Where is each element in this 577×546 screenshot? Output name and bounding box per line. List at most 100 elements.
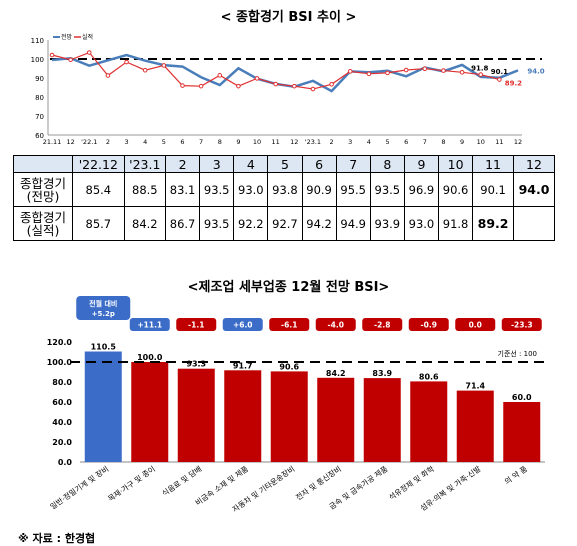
change-badge <box>269 318 310 331</box>
end-value-label: 90.1 <box>491 68 508 76</box>
table-cell: 93.0 <box>233 172 269 207</box>
table-cell <box>512 206 556 241</box>
bar-value-label: 80.6 <box>419 372 439 381</box>
sector-chart-title: <제조업 세부업종 12월 전망 BSI> <box>187 280 390 295</box>
x-tick-label: 6 <box>404 138 408 146</box>
change-badge <box>129 318 170 331</box>
bar-value-label: 60.0 <box>512 393 532 402</box>
x-tick-label: 11 <box>272 138 280 146</box>
bar <box>177 368 215 462</box>
x-tick-label: 12 <box>290 138 298 146</box>
end-value-label: 89.2 <box>505 80 522 88</box>
category-label: 목재·가구 및 종이 <box>106 463 157 503</box>
change-badge-value: -6.1 <box>281 321 297 330</box>
table-header-cell: 3 <box>199 155 235 173</box>
table-header-cell: 7 <box>335 155 371 173</box>
table-cell: 94.2 <box>301 206 337 241</box>
table-header-cell: 10 <box>438 155 474 173</box>
row-label-line: (실적) <box>26 222 60 238</box>
change-badge-value: 0.0 <box>469 321 482 330</box>
table-header-cell: 9 <box>403 155 440 173</box>
x-tick-label: 3 <box>124 138 128 146</box>
table-header-cell: 8 <box>369 155 405 173</box>
bar <box>456 390 494 462</box>
bar <box>224 370 262 462</box>
legend-label-actual: 실적 <box>82 33 93 41</box>
x-tick-label: 9 <box>460 138 464 146</box>
table-cell: 90.9 <box>301 172 337 207</box>
end-value-label: 91.8 <box>471 65 488 73</box>
data-point-actual <box>347 69 353 74</box>
table-row-actual: 종합경기 (실적) 85.7 84.2 86.7 93.5 92.2 92.7 9… <box>13 206 556 241</box>
change-badge-value: -0.9 <box>421 321 437 330</box>
table-cell: 85.4 <box>72 172 125 207</box>
change-badge-value: -1.1 <box>188 321 204 330</box>
data-point-actual <box>68 57 73 63</box>
row-label-forecast: 종합경기 (전망) <box>13 172 73 207</box>
x-tick-label: 11 <box>495 138 503 146</box>
x-tick-label: 5 <box>162 138 166 146</box>
data-point-actual <box>217 73 223 78</box>
table-cell: 95.5 <box>335 172 371 207</box>
table-header-cell: 11 <box>472 155 514 173</box>
data-point-actual <box>86 50 92 55</box>
table-row-forecast: 종합경기 (전망) 85.4 88.5 83.1 93.5 93.0 93.8 9… <box>13 172 556 207</box>
table-cell: 86.7 <box>165 206 201 241</box>
data-point-actual <box>459 70 465 75</box>
data-point-actual <box>198 83 204 89</box>
bar <box>84 351 122 462</box>
table-cell: 94.9 <box>335 206 371 241</box>
x-tick-label: 8 <box>218 138 222 146</box>
bar <box>317 377 355 462</box>
x-tick-label: 2 <box>330 138 334 146</box>
change-badge-value: +6.0 <box>233 321 253 330</box>
table-cell: 92.2 <box>233 206 269 241</box>
change-badge-value: -2.8 <box>374 321 390 330</box>
category-label: 전자 및 통신장비 <box>294 463 343 502</box>
bar-value-label: 110.5 <box>91 343 117 352</box>
reference-label: 기준선 : 100 <box>498 349 538 358</box>
row-label-actual: 종합경기 (실적) <box>13 206 73 241</box>
change-badge <box>315 318 356 331</box>
bar-value-label: 91.7 <box>233 361 253 370</box>
data-point-actual <box>403 67 409 73</box>
x-tick-label: 8 <box>441 138 445 146</box>
category-label: 석유정제 및 화학 <box>387 463 436 502</box>
data-point-actual <box>124 59 129 65</box>
data-point-actual <box>422 66 428 71</box>
table-cell: 90.1 <box>472 172 514 207</box>
bar-value-label: 100.0 <box>137 353 163 362</box>
table-header-cell: '23.1 <box>123 155 167 173</box>
data-point-actual <box>49 52 55 58</box>
y-tick-label: 120.0 <box>47 338 73 347</box>
data-point-actual <box>180 83 185 88</box>
data-point-actual <box>254 76 260 81</box>
x-tick-label: 2 <box>106 138 110 146</box>
row-label-line: 종합경기 <box>19 175 66 191</box>
data-point-actual <box>385 70 390 76</box>
table-header-cell: '22.12 <box>72 155 125 173</box>
bar-value-label: 71.4 <box>465 382 485 391</box>
change-badge <box>408 318 449 331</box>
change-badge-value: -4.0 <box>328 321 344 330</box>
table-header-cell: 12 <box>512 155 556 173</box>
x-tick-label: 10 <box>477 138 485 146</box>
table-cell: 94.0 <box>512 172 556 207</box>
change-badge-value: +11.1 <box>137 321 162 330</box>
category-label: 일반·정밀기계 및 장비 <box>48 463 110 511</box>
bar <box>503 402 541 462</box>
data-point-actual <box>273 81 278 87</box>
table-cell: 93.5 <box>199 172 235 207</box>
bsi-table: '22.12 '23.1 2 3 4 5 6 7 8 9 10 11 12 종합… <box>13 155 556 241</box>
x-tick-label: 10 <box>253 138 261 146</box>
x-tick-label: 5 <box>385 138 389 146</box>
sector-bsi-bar-chart: 120.0 100.0 80.0 60.0 40.0 20.0 0.0 110.5 100.0 9… <box>47 296 550 514</box>
change-badge <box>76 296 131 320</box>
bar <box>270 371 308 462</box>
x-tick-label: 6 <box>180 138 184 146</box>
y-tick-label: 100.0 <box>47 358 73 367</box>
data-point-actual <box>478 72 484 77</box>
change-badge <box>501 318 542 331</box>
table-header-cell: 6 <box>301 155 337 173</box>
table-cell: 90.6 <box>438 172 474 207</box>
